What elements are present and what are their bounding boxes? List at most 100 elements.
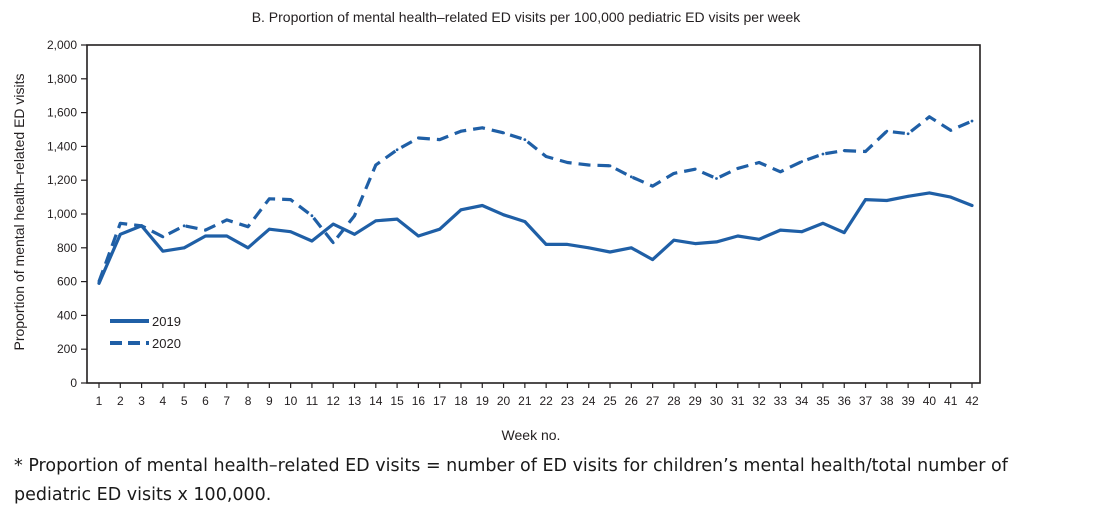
data-point-2019 bbox=[566, 243, 569, 246]
data-point-2020 bbox=[161, 235, 165, 239]
x-tick-label: 28 bbox=[667, 394, 681, 408]
x-tick-label: 9 bbox=[266, 394, 273, 408]
y-tick-label: 200 bbox=[57, 342, 77, 356]
x-tick-label: 35 bbox=[816, 394, 830, 408]
data-point-2020 bbox=[204, 228, 207, 232]
data-point-2019 bbox=[949, 195, 953, 199]
data-point-2019 bbox=[459, 208, 463, 212]
chart-title: B. Proportion of mental health–related E… bbox=[252, 9, 802, 25]
data-point-2020 bbox=[608, 164, 612, 168]
data-point-2020 bbox=[289, 198, 293, 202]
data-point-2020 bbox=[672, 172, 676, 175]
data-point-2020 bbox=[267, 197, 271, 201]
y-axis: 0 200 400 600 800 1,000 1,200 1,400 1,600 1,800 2,… bbox=[47, 38, 87, 390]
x-tick-label: 31 bbox=[731, 394, 745, 408]
data-point-2020 bbox=[225, 218, 229, 222]
x-tick-label: 1 bbox=[96, 394, 103, 408]
x-tick-label: 23 bbox=[561, 394, 575, 408]
x-tick-label: 15 bbox=[390, 394, 404, 408]
y-tick-label: 1,400 bbox=[47, 139, 77, 153]
data-point-2019 bbox=[864, 198, 867, 202]
y-tick-label: 600 bbox=[57, 275, 77, 289]
data-point-2019 bbox=[928, 191, 931, 195]
data-point-2019 bbox=[416, 234, 420, 238]
data-point-2020 bbox=[928, 115, 931, 119]
data-point-2019 bbox=[970, 204, 974, 207]
data-point-2020 bbox=[864, 150, 867, 153]
data-point-2019 bbox=[800, 230, 804, 234]
x-tick-label: 33 bbox=[774, 394, 788, 408]
data-point-2019 bbox=[757, 237, 761, 241]
data-point-2020 bbox=[523, 138, 527, 142]
data-point-2020 bbox=[842, 149, 846, 153]
data-point-2020 bbox=[587, 163, 591, 167]
data-point-2020 bbox=[480, 126, 484, 130]
y-tick-label: 0 bbox=[70, 376, 77, 390]
data-point-2019 bbox=[821, 221, 825, 225]
data-point-2020 bbox=[821, 152, 825, 156]
data-point-2020 bbox=[629, 175, 633, 179]
x-tick-label: 40 bbox=[923, 394, 937, 408]
x-tick-label: 38 bbox=[880, 394, 894, 408]
x-tick-label: 29 bbox=[689, 394, 703, 408]
data-point-2020 bbox=[438, 138, 442, 142]
data-point-2019 bbox=[310, 239, 314, 243]
data-point-2020 bbox=[140, 224, 143, 228]
legend: 2019 2020 bbox=[110, 314, 181, 351]
data-point-2019 bbox=[267, 227, 271, 231]
x-axis: 1 2 3 4 5 6 7 8 9 10 11 12 13 14 15 16 17 18 19 20 21 22 23 24 2… bbox=[96, 383, 979, 408]
x-tick-label: 42 bbox=[965, 394, 979, 408]
data-point-2019 bbox=[353, 232, 356, 236]
data-point-2019 bbox=[672, 238, 676, 242]
data-point-2020 bbox=[778, 170, 782, 174]
data-point-2019 bbox=[395, 217, 399, 221]
data-point-2020 bbox=[544, 155, 548, 158]
data-point-2020 bbox=[353, 214, 356, 218]
data-point-2020 bbox=[800, 160, 804, 164]
data-point-2020 bbox=[118, 221, 122, 225]
data-point-2020 bbox=[885, 129, 889, 133]
data-point-2019 bbox=[182, 246, 186, 250]
data-point-2019 bbox=[651, 258, 655, 262]
data-point-2019 bbox=[885, 199, 889, 202]
data-point-2019 bbox=[374, 219, 378, 223]
x-tick-label: 32 bbox=[752, 394, 766, 408]
data-point-2019 bbox=[906, 194, 910, 198]
x-tick-label: 36 bbox=[838, 394, 852, 408]
data-point-2020 bbox=[416, 136, 420, 140]
data-point-2019 bbox=[331, 222, 335, 226]
x-tick-label: 21 bbox=[518, 394, 532, 408]
x-tick-label: 30 bbox=[710, 394, 724, 408]
data-point-2019 bbox=[693, 242, 697, 245]
x-tick-label: 4 bbox=[160, 394, 167, 408]
data-point-2019 bbox=[587, 246, 591, 250]
x-tick-label: 20 bbox=[497, 394, 511, 408]
y-tick-label: 1,800 bbox=[47, 72, 77, 86]
x-tick-label: 8 bbox=[245, 394, 252, 408]
data-point-2020 bbox=[906, 132, 910, 136]
y-tick-label: 2,000 bbox=[47, 38, 77, 52]
series-line-2020 bbox=[97, 115, 973, 283]
y-tick-label: 1,600 bbox=[47, 106, 77, 120]
x-tick-label: 6 bbox=[202, 394, 209, 408]
data-point-2019 bbox=[544, 243, 548, 246]
data-point-2019 bbox=[246, 246, 250, 250]
x-tick-label: 14 bbox=[369, 394, 383, 408]
data-point-2019 bbox=[842, 231, 846, 234]
x-tick-label: 25 bbox=[603, 394, 617, 408]
x-tick-label: 17 bbox=[433, 394, 447, 408]
y-tick-label: 400 bbox=[57, 308, 77, 322]
data-point-2020 bbox=[459, 129, 463, 133]
x-tick-label: 26 bbox=[625, 394, 639, 408]
legend-label-2019: 2019 bbox=[152, 314, 181, 329]
data-point-2019 bbox=[480, 204, 484, 207]
x-axis-label: Week no. bbox=[502, 427, 561, 443]
y-tick-label: 1,000 bbox=[47, 207, 77, 221]
x-tick-label: 39 bbox=[901, 394, 915, 408]
x-tick-label: 11 bbox=[306, 394, 319, 408]
data-point-2020 bbox=[97, 280, 101, 283]
data-point-2020 bbox=[736, 166, 740, 170]
series-layer bbox=[97, 115, 974, 285]
data-point-2019 bbox=[629, 246, 633, 250]
x-tick-label: 7 bbox=[223, 394, 230, 408]
